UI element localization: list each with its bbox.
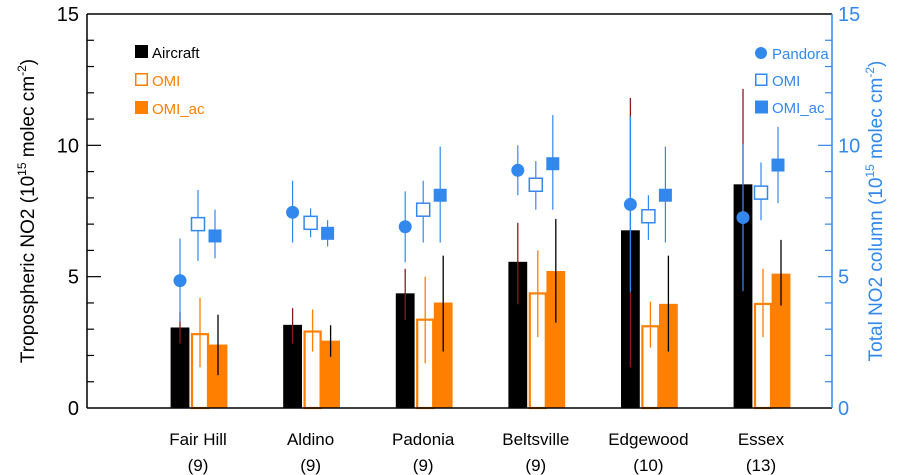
point-omi-right-padonia — [415, 202, 431, 217]
right-axis-title: Total NO2 column (1015 molec cm-2) — [863, 61, 887, 362]
right-tick-label: 0 — [838, 398, 849, 420]
category-count-label: (9) — [188, 456, 209, 475]
point-pandora-aldino — [286, 205, 300, 219]
legend-marker-left — [135, 73, 148, 86]
right-tick-label: 5 — [838, 267, 849, 289]
category-label: Beltsville — [502, 430, 569, 449]
right-axis-title-part: Total NO2 column (10 — [866, 178, 887, 362]
category-count-label: (9) — [413, 456, 434, 475]
right-axis-title-part: -2 — [863, 67, 877, 78]
category-label: Padonia — [392, 430, 455, 449]
left-tick-label: 5 — [68, 267, 79, 289]
point-omi-right-fair-hill — [190, 216, 206, 232]
left-axis-title: Tropospheric NO2 (1015 molec cm-2) — [15, 59, 39, 363]
point-pandora-edgewood — [623, 197, 637, 211]
left-axis-title-part: ) — [18, 59, 39, 65]
point-omi-ac-right-padonia — [433, 188, 447, 202]
left-tick-label: 10 — [57, 135, 79, 157]
right-axis-title-part: molec cm — [866, 78, 887, 165]
category-label: Edgewood — [608, 430, 688, 449]
point-omi-ac-right-fair-hill — [208, 229, 222, 243]
legend-marker-right — [755, 47, 767, 59]
point-omi-ac-right-essex — [771, 158, 785, 172]
right-axis-title-part: ) — [866, 61, 887, 67]
category-count-label: (9) — [525, 456, 546, 475]
left-axis-title-part: molec cm — [18, 76, 39, 163]
legend-label-left: OMI — [152, 73, 180, 90]
point-pandora-padonia — [398, 220, 412, 234]
category-count-label: (13) — [746, 456, 776, 475]
right-tick-label: 10 — [838, 135, 860, 157]
left-axis-title-part: 15 — [15, 162, 29, 176]
legend-marker-left — [135, 45, 148, 58]
point-pandora-beltsville — [511, 163, 525, 177]
legend-label-right: Pandora — [772, 46, 829, 63]
left-tick-label: 15 — [57, 4, 79, 26]
point-omi-right-essex — [753, 185, 769, 200]
left-axis-title-part: -2 — [15, 65, 29, 76]
category-label: Aldino — [287, 430, 334, 449]
point-pandora-fair-hill — [173, 274, 187, 288]
point-omi-ac-right-aldino — [321, 226, 335, 240]
legend-label-left: OMI_ac — [152, 101, 205, 118]
point-pandora-essex — [736, 211, 750, 225]
legend-label-right: OMI_ac — [772, 100, 825, 117]
legend-marker-right — [755, 73, 768, 86]
left-tick-label: 0 — [68, 398, 79, 420]
category-count-label: (9) — [300, 456, 321, 475]
category-label: Essex — [738, 430, 785, 449]
category-label: Fair Hill — [169, 430, 227, 449]
point-omi-ac-right-beltsville — [546, 157, 560, 171]
right-tick-label: 15 — [838, 4, 860, 26]
legend-label-right: OMI — [772, 73, 800, 90]
left-axis-title-part: Tropospheric NO2 (10 — [18, 176, 39, 363]
category-count-label: (10) — [633, 456, 663, 475]
point-omi-ac-right-edgewood — [658, 188, 672, 202]
legend-label-left: Aircraft — [152, 45, 200, 62]
point-omi-right-aldino — [303, 215, 318, 231]
right-axis-title-part: 15 — [863, 164, 877, 178]
point-omi-right-beltsville — [528, 177, 544, 192]
point-omi-right-edgewood — [641, 209, 656, 224]
legend-marker-left — [135, 101, 148, 114]
legend-marker-right — [755, 100, 768, 114]
